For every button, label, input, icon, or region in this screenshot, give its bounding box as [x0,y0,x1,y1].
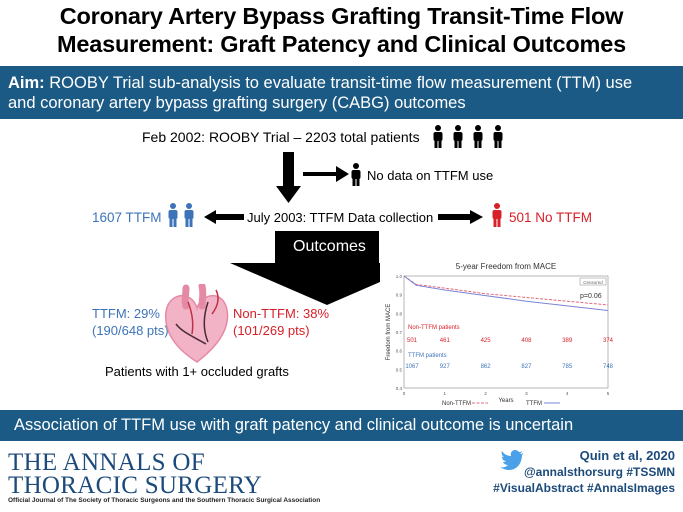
collection-text: July 2003: TTFM Data collection [247,210,434,225]
x-tick-label: 3 [525,391,528,396]
aim-text-line1: ROOBY Trial sub-analysis to evaluate tra… [49,74,633,92]
no-ttfm-arrow [438,210,483,224]
legend-label-non-ttfm: Non-TTFM [442,401,471,407]
series-line-ttfm [403,275,609,312]
y-tick-label: 0.6 [396,349,403,354]
risk-value-non-ttfm: 501 [407,338,418,344]
risk-value-ttfm: 827 [521,364,532,370]
no-data-arrow-head [336,166,349,182]
down-arrow-shaft [283,152,294,188]
page-title: Coronary Artery Bypass Grafting Transit-… [57,3,626,57]
x-tick-label: 2 [484,391,487,396]
conclusion-banner: Association of TTFM use with graft paten… [0,410,683,441]
ttfm-people-icon [168,203,194,227]
risk-value-non-ttfm: 374 [603,338,614,344]
x-axis-label: Years [498,398,513,404]
x-tick-label: 0 [403,391,406,396]
y-tick-label: 0.8 [396,311,403,316]
risk-value-non-ttfm: 425 [481,338,492,344]
y-axis-label: Freedom from MACE [386,304,392,361]
series-line-non-ttfm [403,275,609,306]
journal-subtitle: Official Journal of The Society of Thora… [8,497,321,504]
citation: Quin et al, 2020 @annalsthorsurg #TSSMN … [493,448,675,495]
non-ttfm-occlusion: Non-TTFM: 38% (101/269 pts) [233,306,330,338]
risk-label-non-ttfm: Non-TTFM patients [408,325,460,331]
patients-group-icon [433,125,503,148]
risk-value-non-ttfm: 461 [440,338,451,344]
y-tick-label: 1.0 [396,274,403,279]
aim-label: Aim: [8,74,45,92]
no-ttfm-person-icon [492,203,502,227]
x-tick-label: 4 [566,391,569,396]
x-tick-label: 1 [444,391,447,396]
aim-banner: Aim: ROOBY Trial sub-analysis to evaluat… [0,66,683,119]
risk-value-ttfm: 1067 [405,364,419,370]
y-tick-label: 0.9 [396,293,403,298]
risk-value-non-ttfm: 408 [521,338,532,344]
ttfm-count: 1607 TTFM [92,210,162,225]
plot-frame [403,275,609,389]
no-data-text: No data on TTFM use [367,168,494,183]
risk-value-ttfm: 862 [481,364,492,370]
p-value: p=0.06 [580,293,602,300]
journal-logo: THE ANNALS OF THORACIC SURGERY [8,449,263,499]
down-arrow-head [276,186,301,203]
ttfm-arrow [204,210,244,224]
occlusion-caption: Patients with 1+ occluded grafts [105,364,289,379]
no-ttfm-count: 501 No TTFM [509,210,593,225]
y-tick-label: 0.4 [396,386,403,391]
risk-value-ttfm: 785 [562,364,573,370]
x-tick-label: 5 [607,391,610,396]
person-icon [351,163,361,186]
y-tick-label: 0.5 [396,367,403,372]
heart-icon [164,284,229,363]
risk-value-ttfm: 748 [603,364,614,370]
risk-label-ttfm: TTFM patients [408,353,447,359]
no-data-arrow-shaft [303,172,337,176]
legend-label-ttfm: TTFM [526,401,542,407]
twitter-icon [500,450,523,470]
ttfm-occlusion: TTFM: 29% (190/648 pts) [92,306,169,338]
chart-title: 5-year Freedom from MACE [456,262,556,271]
km-chart: 5-year Freedom from MACE Censored 1.0 0.9 0.… [380,258,620,408]
risk-value-ttfm: 927 [440,364,451,370]
y-tick-label: 0.7 [396,330,403,335]
aim-text-line2: and coronary artery bypass grafting surg… [8,94,466,112]
outcomes-label: Outcomes [293,238,366,255]
risk-value-non-ttfm: 389 [562,338,573,344]
censored-legend-box [579,277,607,286]
censored-legend-text: Censored [583,280,603,285]
enrollment-text: Feb 2002: ROOBY Trial – 2203 total patie… [142,129,420,145]
